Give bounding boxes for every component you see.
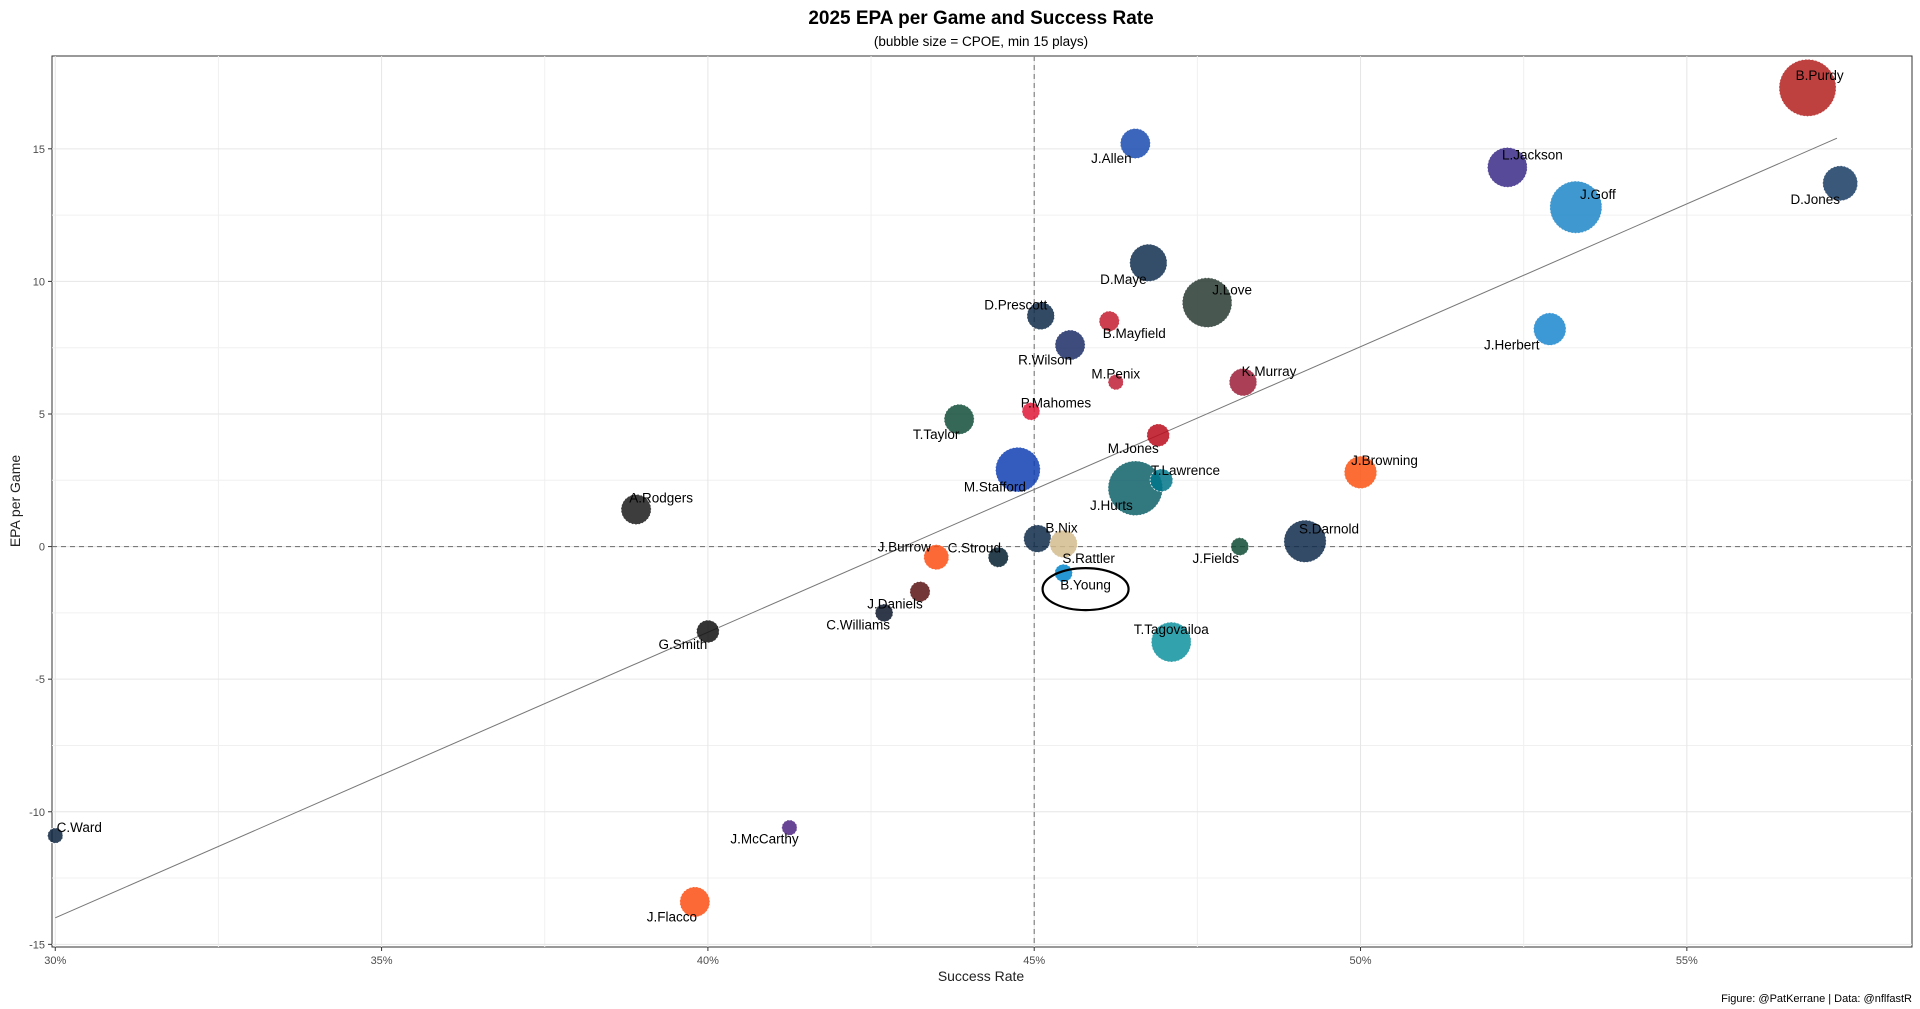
trend-line-path [55, 137, 1838, 919]
bubble-point [943, 403, 975, 435]
point-label: B.Purdy [1796, 68, 1844, 83]
point-label: B.Mayfield [1103, 326, 1166, 341]
bubble-point [1146, 423, 1170, 447]
bubbles [47, 58, 1859, 918]
chart-title: 2025 EPA per Game and Success Rate [808, 8, 1153, 29]
point-label: P.Mahomes [1021, 395, 1092, 410]
y-tick-label: -5 [35, 674, 45, 686]
y-tick-label: 10 [33, 276, 45, 288]
bubble-point [1149, 468, 1174, 493]
point-label: D.Jones [1790, 192, 1840, 207]
bubble-point [1549, 180, 1603, 234]
point-label: C.Ward [57, 820, 102, 835]
bubble-point [47, 827, 64, 844]
point-label: J.McCarthy [730, 832, 799, 847]
bubble-point [1054, 563, 1073, 583]
x-tick-label: 50% [1350, 955, 1372, 967]
point-label: J.Love [1212, 283, 1252, 298]
x-tick-label: 45% [1023, 955, 1045, 967]
y-tick-label: 5 [39, 409, 45, 421]
point-label: J.Hurts [1090, 498, 1133, 513]
bubble-point [696, 619, 720, 644]
point-label: M.Jones [1108, 441, 1159, 456]
bubble-point [1119, 128, 1151, 159]
chart-subtitle: (bubble size = CPOE, min 15 plays) [874, 34, 1088, 49]
bubble-point [781, 819, 798, 836]
point-label: G.Smith [659, 637, 708, 652]
bubble-point [1533, 312, 1567, 346]
y-axis-title: EPA per Game [7, 455, 23, 548]
y-tick-label: -15 [29, 939, 45, 951]
bubble-point [1343, 455, 1378, 489]
bubble-point [1049, 529, 1078, 559]
point-label: C.Stroud [948, 541, 1001, 556]
point-label: M.Penix [1091, 367, 1140, 382]
point-label: B.Young [1060, 578, 1111, 593]
point-label: J.Browning [1351, 453, 1418, 468]
point-label: J.Herbert [1484, 337, 1540, 352]
bubble-point [987, 546, 1009, 568]
y-tick-label: 0 [39, 542, 45, 554]
point-label: J.Daniels [867, 597, 923, 612]
x-tick-label: 40% [697, 955, 719, 967]
bubble-point [1107, 374, 1124, 391]
reference-lines [52, 56, 1912, 947]
bubble-point [1822, 165, 1859, 202]
plot-panel [51, 55, 1913, 948]
bubble-point [1181, 277, 1233, 328]
bubble-point [679, 886, 711, 918]
bubble-point [1026, 301, 1055, 331]
point-label: J.Goff [1580, 187, 1616, 202]
point-labels: B.Purdy L.Jackson J.Goff D.Jones J.Allen D.Ma… [57, 68, 1844, 925]
point-label: S.Darnold [1299, 521, 1359, 536]
point-label: J.Flacco [647, 909, 697, 924]
y-tick-label: -10 [29, 807, 45, 819]
point-label: J.Burrow [878, 540, 932, 555]
chart-caption: Figure: @PatKerrane | Data: @nflfastR [1721, 993, 1912, 1005]
point-label: J.Allen [1091, 151, 1132, 166]
grid [52, 56, 1912, 947]
bubble-point [1228, 367, 1258, 397]
bubble-point [923, 544, 950, 571]
bubble-point [1021, 402, 1041, 421]
bubble-point [909, 581, 931, 603]
x-tick-label: 30% [44, 955, 66, 967]
point-label: K.Murray [1242, 364, 1297, 379]
point-label: M.Stafford [964, 480, 1026, 495]
bubble-point [1487, 147, 1528, 188]
x-tick-label: 35% [371, 955, 393, 967]
axis-ticks: 30% 35% 40% 45% 50% 55% -15 -10 -5 0 5 10 15 [29, 144, 1698, 967]
point-label: T.Lawrence [1151, 463, 1220, 478]
x-tick-label: 55% [1676, 955, 1698, 967]
bubble-point [1778, 58, 1837, 117]
bubble-point [1054, 329, 1086, 361]
point-label: D.Maye [1100, 272, 1147, 287]
highlight-ellipse [1041, 566, 1130, 612]
point-label: B.Nix [1045, 520, 1078, 535]
y-tick-label: 15 [33, 144, 45, 156]
bubble-point [1150, 621, 1192, 663]
point-label: T.Taylor [913, 427, 960, 442]
trend-line [55, 137, 1838, 919]
point-label: L.Jackson [1502, 147, 1563, 162]
point-label: R.Wilson [1018, 353, 1072, 368]
x-axis-title: Success Rate [938, 968, 1025, 984]
point-label: D.Prescott [984, 298, 1047, 313]
bubble-point [1098, 310, 1120, 332]
bubble-point [620, 494, 652, 525]
bubble-point [1283, 519, 1327, 563]
point-label: S.Rattler [1062, 551, 1115, 566]
point-label: T.Tagovailoa [1134, 622, 1210, 637]
bubble-point [1129, 243, 1168, 282]
point-label: C.Williams [826, 617, 890, 632]
bubble-point [874, 603, 894, 623]
point-label: J.Fields [1193, 551, 1240, 566]
point-label: A.Rodgers [629, 491, 693, 506]
bubble-point [1230, 537, 1250, 556]
bubble-point [995, 446, 1041, 493]
